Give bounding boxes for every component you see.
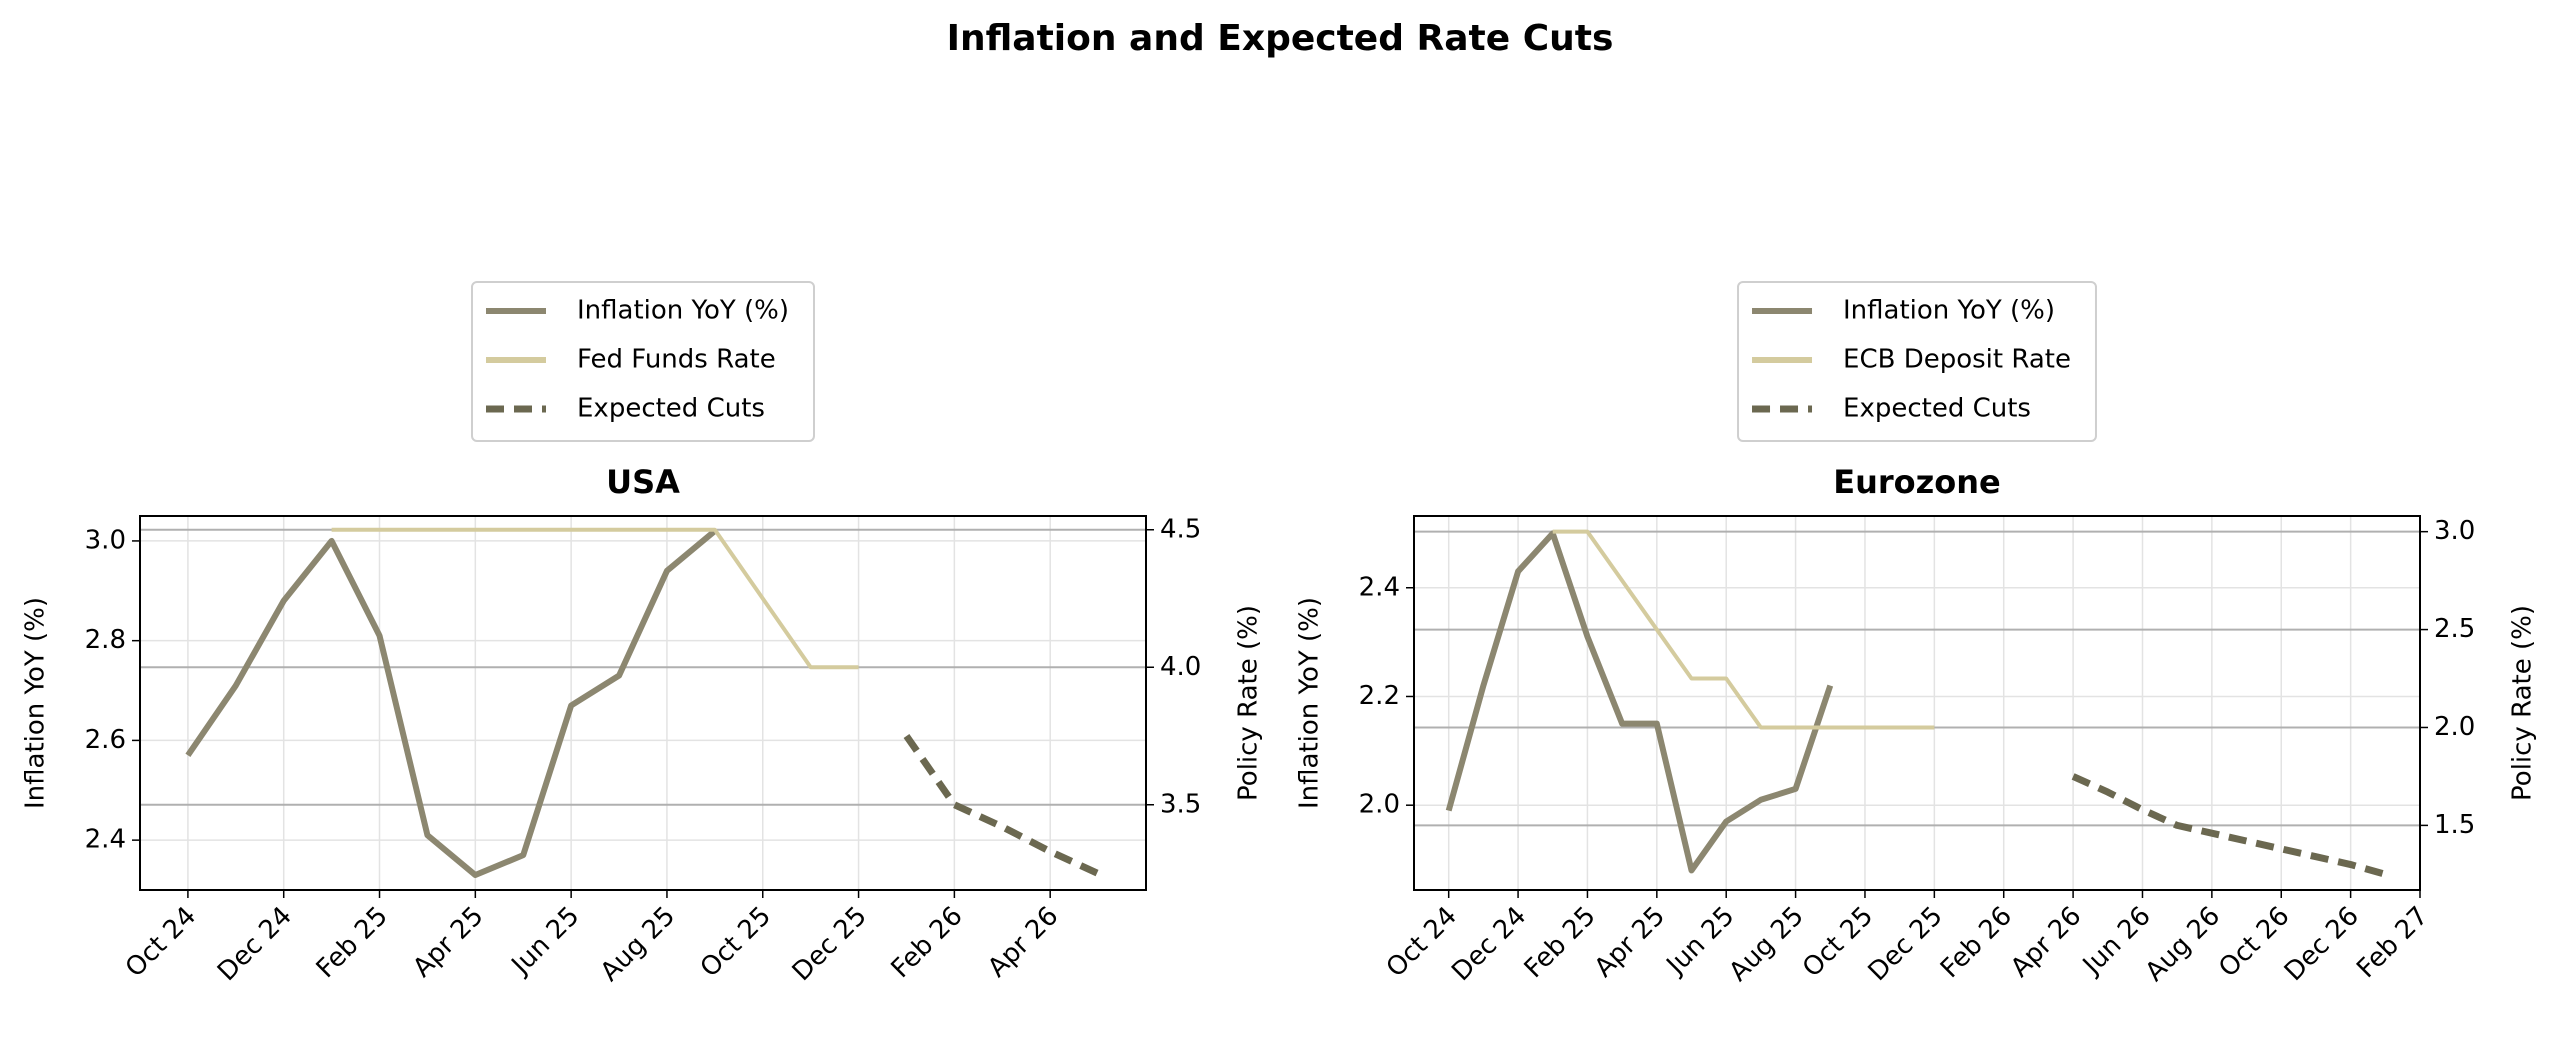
x-tick-label: Aug 25 — [1723, 901, 1809, 987]
x-tick-label: Feb 25 — [1519, 901, 1602, 984]
y2-tick-label: 4.0 — [1160, 652, 1201, 682]
x-tick-label: Dec 24 — [1446, 901, 1532, 987]
x-tick-label: Oct 25 — [695, 901, 777, 983]
legend-label: Fed Funds Rate — [577, 345, 776, 375]
x-tick-label: Feb 26 — [1935, 901, 2018, 984]
subplot-title: USA — [606, 463, 680, 501]
y-tick-label: 2.6 — [85, 725, 126, 755]
legend-frame — [1737, 281, 2097, 442]
y2-tick-label: 4.5 — [1160, 514, 1201, 544]
axes-frame — [1413, 515, 2421, 891]
y2-tick-label: 3.0 — [2434, 516, 2475, 546]
x-tick-label: Apr 25 — [407, 901, 489, 983]
y2-axis-label: Policy Rate (%) — [1234, 605, 1264, 801]
y2-tick-label: 3.5 — [1160, 789, 1201, 819]
legend-label: Inflation YoY (%) — [1843, 296, 2055, 326]
y-tick-label: 2.4 — [85, 825, 126, 855]
x-tick-label: Jun 25 — [505, 901, 586, 982]
x-tick-label: Apr 25 — [1589, 901, 1671, 983]
y-tick-label: 2.2 — [1359, 681, 1400, 711]
y2-tick-label: 1.5 — [2434, 810, 2475, 840]
legend-label: Expected Cuts — [1843, 394, 2031, 424]
y-tick-label: 3.0 — [85, 525, 126, 555]
series-line — [185, 528, 717, 879]
x-tick-label: Apr 26 — [2005, 901, 2087, 983]
x-tick-label: Dec 25 — [1863, 901, 1949, 987]
series-line — [1445, 530, 1834, 874]
subplot-title: Eurozone — [1833, 463, 2001, 501]
series-line — [331, 527, 859, 670]
legend-label: ECB Deposit Rate — [1843, 345, 2071, 375]
legend-label: Expected Cuts — [577, 394, 765, 424]
legend-label: Inflation YoY (%) — [577, 296, 789, 326]
y-tick-label: 2.8 — [85, 625, 126, 655]
y2-axis-label: Policy Rate (%) — [2508, 605, 2538, 801]
legend: Inflation YoY (%) ECB Deposit Rate Expecte… — [1737, 281, 2097, 442]
axes-frame — [139, 515, 1147, 891]
x-tick-label: Dec 25 — [787, 901, 873, 987]
series-line — [2071, 773, 2387, 878]
y-tick-label: 2.4 — [1359, 572, 1400, 602]
figure-title: Inflation and Expected Rate Cuts — [947, 18, 1614, 59]
x-tick-label: Apr 26 — [982, 901, 1064, 983]
x-tick-label: Dec 24 — [212, 901, 298, 987]
series-line — [1552, 529, 1935, 730]
x-tick-label: Feb 26 — [886, 901, 969, 984]
series-line — [903, 733, 1100, 877]
x-tick-label: Feb 25 — [311, 901, 394, 984]
y2-tick-label: 2.0 — [2434, 712, 2475, 742]
x-tick-label: Dec 26 — [2279, 901, 2365, 987]
x-tick-label: Aug 25 — [595, 901, 681, 987]
x-tick-label: Aug 26 — [2140, 901, 2226, 987]
y-tick-label: 2.0 — [1359, 790, 1400, 820]
y-axis-label: Inflation YoY (%) — [21, 597, 51, 809]
y-axis-label: Inflation YoY (%) — [1295, 597, 1325, 809]
x-tick-label: Oct 24 — [120, 901, 202, 983]
legend-frame — [471, 281, 815, 442]
legend: Inflation YoY (%) Fed Funds Rate Expected … — [471, 281, 815, 442]
y2-tick-label: 2.5 — [2434, 614, 2475, 644]
x-tick-label: Feb 27 — [2351, 901, 2434, 984]
